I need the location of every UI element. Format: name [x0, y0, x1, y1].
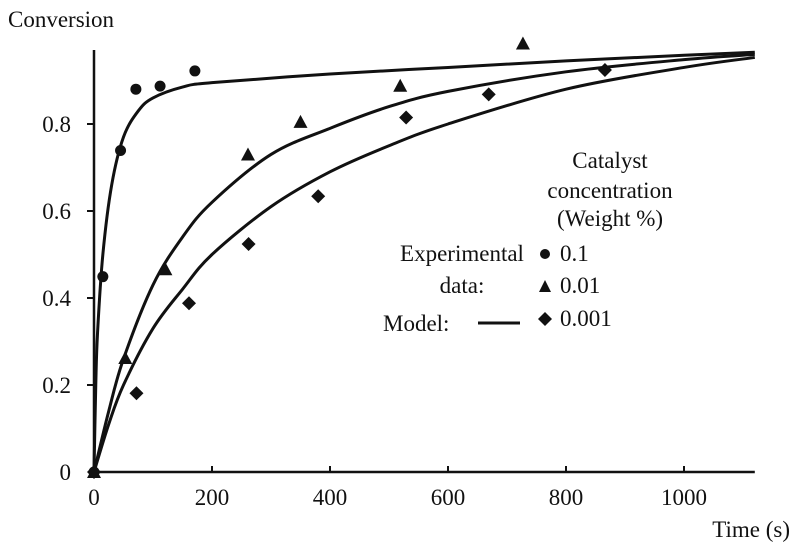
legend-model-label: Model:: [383, 311, 449, 336]
y-tick-label: 0.4: [42, 286, 71, 311]
x-tick-label: 600: [431, 485, 466, 510]
y-tick-label: 0.6: [42, 199, 71, 224]
x-axis-label: Time (s): [712, 517, 790, 542]
y-tick-label: 0.2: [42, 373, 71, 398]
data-point-triangle: [515, 36, 530, 50]
data-point-diamond: [129, 386, 144, 401]
legend-series-2-label: 0.001: [560, 306, 612, 331]
x-tick-label: 200: [195, 485, 230, 510]
data-point-circle: [97, 271, 109, 283]
data-point-circle: [154, 80, 166, 92]
legend-experimental-line-1: Experimental: [400, 241, 524, 266]
data-point-triangle: [118, 351, 133, 365]
legend: Catalyst concentration (Weight %) Experi…: [383, 148, 673, 336]
data-point-diamond: [399, 110, 414, 125]
y-axis-label: Conversion: [8, 7, 115, 32]
x-tick-label: 0: [88, 485, 100, 510]
data-points: [87, 36, 612, 479]
legend-title-line-3: (Weight %): [557, 206, 663, 231]
x-tick-label: 400: [313, 485, 348, 510]
model-curve-0.1: [92, 50, 755, 473]
legend-title-line-1: Catalyst: [572, 148, 648, 173]
legend-circle-marker: [540, 249, 550, 259]
data-point-diamond: [181, 296, 196, 311]
legend-experimental-line-2: data:: [440, 273, 485, 298]
legend-triangle-marker: [539, 280, 551, 292]
data-point-triangle: [240, 147, 255, 161]
legend-title-line-2: concentration: [547, 178, 673, 203]
data-point-diamond: [481, 87, 496, 102]
data-point-diamond: [241, 237, 256, 252]
y-tick-label: 0: [60, 460, 72, 485]
data-point-circle: [130, 83, 142, 95]
y-tick-label: 0.8: [42, 112, 71, 137]
data-point-triangle: [393, 78, 408, 92]
data-point-diamond: [597, 63, 612, 78]
data-point-circle: [115, 145, 127, 157]
data-point-triangle: [158, 262, 173, 276]
data-point-diamond: [311, 189, 326, 204]
data-point-diamond: [87, 465, 101, 479]
x-tick-label: 800: [549, 485, 584, 510]
x-tick-label: 1000: [661, 485, 707, 510]
axes: 0 200 400 600 800 1000 0 0.2 0.4 0.6 0.8: [42, 50, 755, 510]
legend-diamond-marker: [538, 312, 552, 326]
legend-series-0-label: 0.1: [560, 241, 589, 266]
data-point-triangle: [293, 114, 308, 128]
legend-series-1-label: 0.01: [560, 273, 600, 298]
data-point-circle: [189, 65, 201, 77]
model-curve-0.001: [92, 55, 756, 473]
